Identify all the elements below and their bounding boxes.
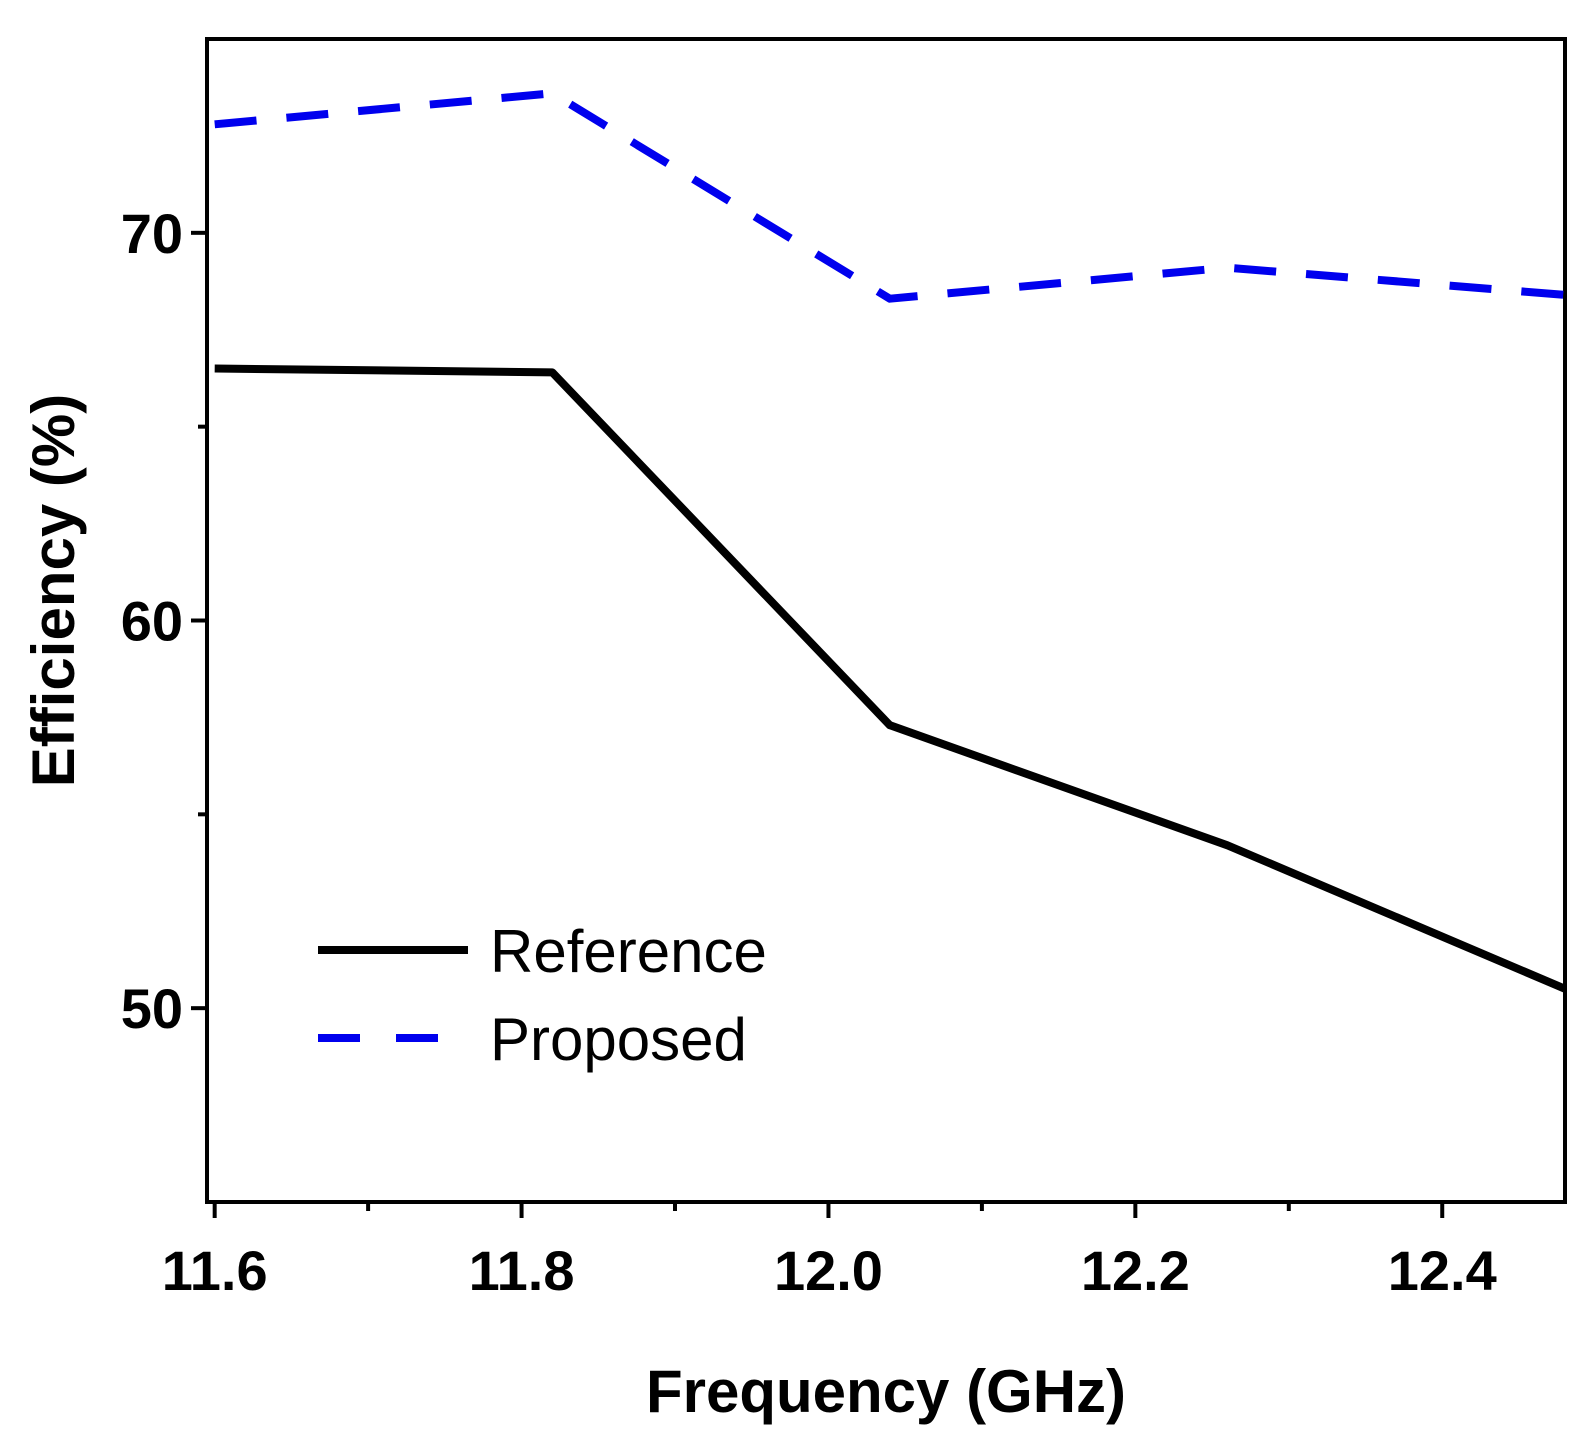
plot-border <box>205 37 1567 1204</box>
series-line-proposed <box>214 89 1566 303</box>
legend-label-reference: Reference <box>490 918 767 985</box>
x-tick-label: 12.0 <box>774 1239 883 1302</box>
series-line-reference <box>214 364 1567 993</box>
legend-label-proposed: Proposed <box>490 1006 747 1073</box>
plot-frame <box>205 37 1567 1204</box>
axis-ticks: 11.6 11.8 12.0 12.2 12.4 50 60 70 <box>121 202 1497 1302</box>
y-tick-label: 70 <box>121 202 183 265</box>
x-axis-title: Frequency (GHz) <box>646 1358 1126 1425</box>
y-tick-label: 50 <box>121 977 183 1040</box>
x-tick-label: 12.4 <box>1388 1239 1497 1302</box>
series-lines <box>214 89 1567 993</box>
x-tick-label: 11.8 <box>469 1239 575 1302</box>
x-tick-label: 11.6 <box>162 1239 268 1302</box>
legend: Reference Proposed <box>318 918 767 1073</box>
y-axis-title: Efficiency (%) <box>20 394 87 787</box>
x-tick-label: 12.2 <box>1081 1239 1190 1302</box>
y-tick-label: 60 <box>121 590 183 653</box>
